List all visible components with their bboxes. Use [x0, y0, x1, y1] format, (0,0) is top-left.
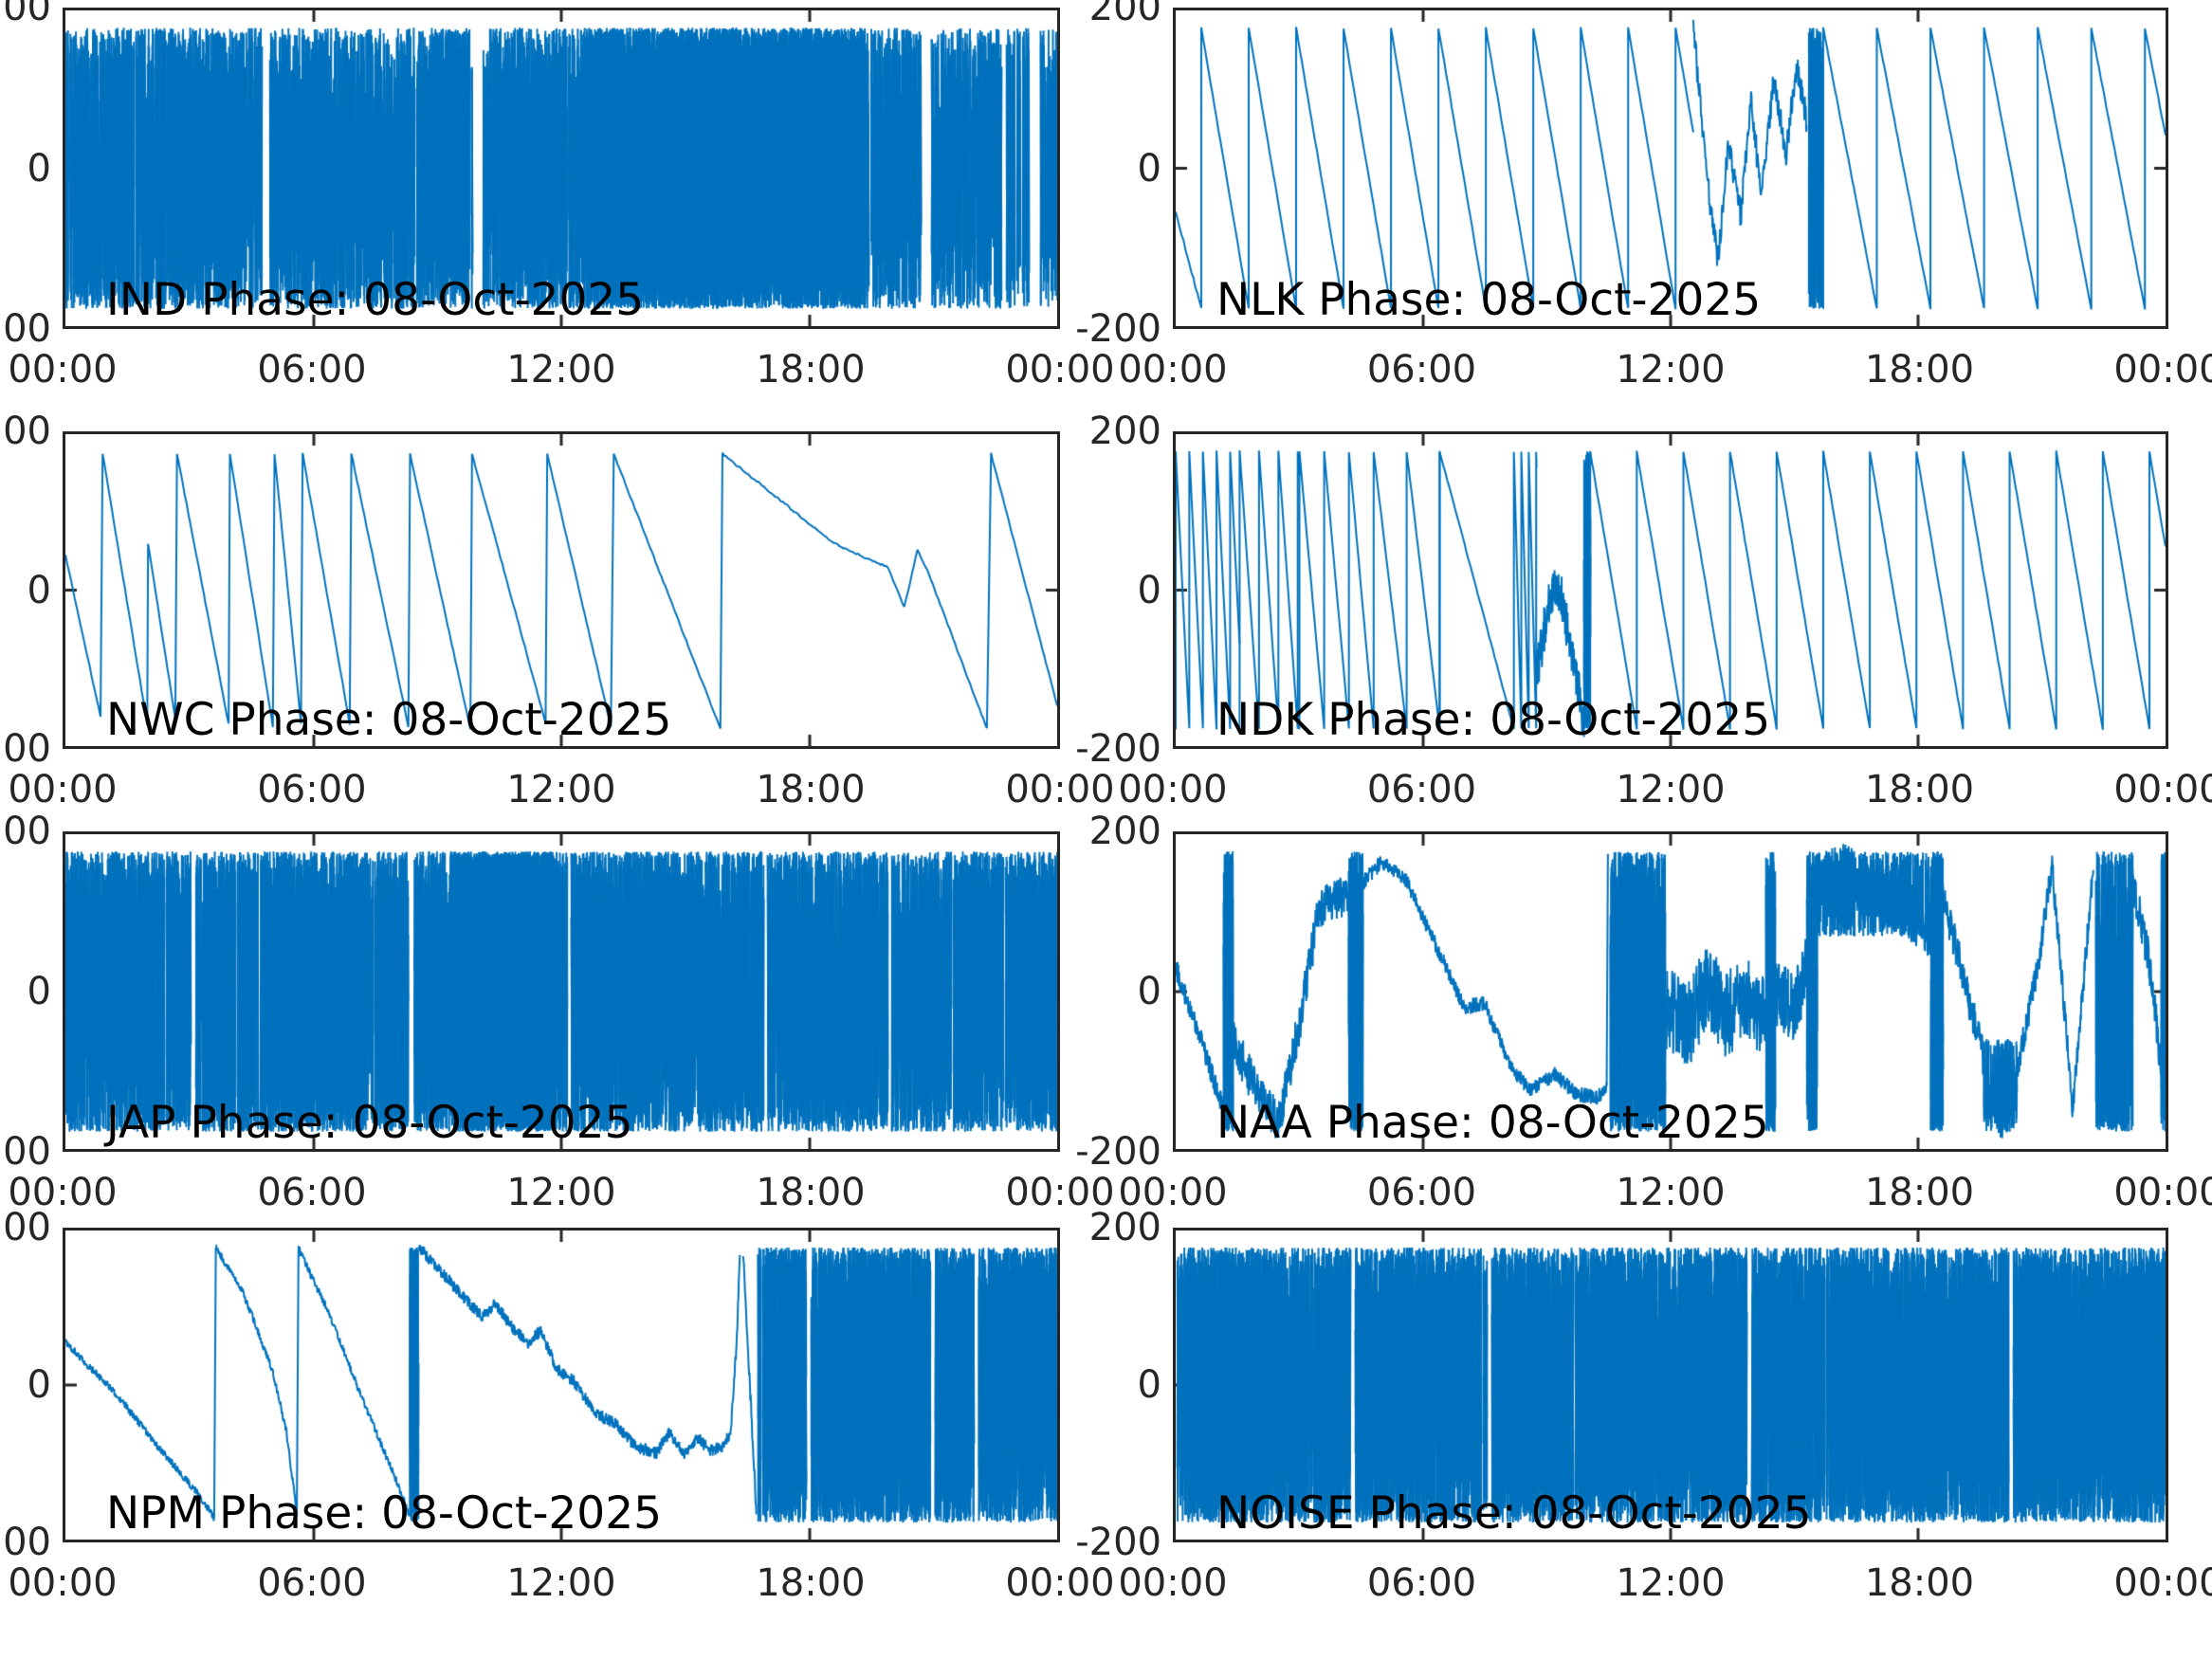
xtick-label: 00:00	[1005, 348, 1115, 392]
xtick-label: 18:00	[1864, 348, 1975, 392]
xtick-label: 12:00	[506, 768, 616, 811]
xtick-label: 18:00	[1864, 768, 1975, 811]
plot-title: NAA Phase: 08-Oct-2025	[1216, 1097, 1769, 1149]
xtick-label: 06:00	[257, 1171, 367, 1214]
ytick-label-neg200: -200	[0, 307, 51, 351]
waveform-canvas	[65, 834, 1057, 1149]
ytick-label-neg200: -200	[1075, 307, 1161, 351]
axes-box: NPM Phase: 08-Oct-2025	[63, 1228, 1060, 1542]
plot-title: IND Phase: 08-Oct-2025	[106, 274, 645, 326]
xtick-label: 06:00	[1366, 348, 1477, 392]
xtick-label: 12:00	[506, 348, 616, 392]
xtick-label: 12:00	[1616, 1561, 1726, 1605]
xtick-label: 00:00	[8, 1561, 118, 1605]
ytick-label-neg200: -200	[0, 1521, 51, 1564]
xtick-label: 06:00	[1366, 1171, 1477, 1214]
xtick-label: 18:00	[756, 1171, 866, 1214]
xtick-label: 00:00	[1118, 1171, 1228, 1214]
ytick-label-200: 200	[0, 0, 51, 29]
ytick-label-0: 0	[1137, 568, 1161, 612]
axes-box: IND Phase: 08-Oct-2025	[63, 8, 1060, 329]
xtick-label: 00:00	[2113, 768, 2212, 811]
xtick-label: 00:00	[2113, 348, 2212, 392]
ytick-label-0: 0	[1137, 1363, 1161, 1407]
ytick-label-0: 0	[1137, 146, 1161, 191]
ytick-label-neg200: -200	[1075, 1130, 1161, 1174]
xtick-label: 12:00	[506, 1561, 616, 1605]
xtick-label: 00:00	[2113, 1561, 2212, 1605]
xtick-label: 12:00	[1616, 1171, 1726, 1214]
ytick-label-0: 0	[27, 1363, 51, 1407]
waveform-canvas	[65, 10, 1057, 326]
ytick-label-200: 200	[0, 810, 51, 853]
plot-title: JAP Phase: 08-Oct-2025	[106, 1097, 633, 1149]
axes-box: NLK Phase: 08-Oct-2025	[1173, 8, 2168, 329]
xtick-label: 12:00	[1616, 768, 1726, 811]
xtick-label: 06:00	[257, 1561, 367, 1605]
xtick-label: 18:00	[756, 348, 866, 392]
ytick-label-neg200: -200	[0, 1130, 51, 1174]
axes-box: NWC Phase: 08-Oct-2025	[63, 431, 1060, 749]
xtick-label: 00:00	[1118, 348, 1228, 392]
waveform-canvas	[1176, 834, 2166, 1149]
xtick-label: 06:00	[1366, 768, 1477, 811]
axes-box: JAP Phase: 08-Oct-2025	[63, 831, 1060, 1152]
plot-title: NOISE Phase: 08-Oct-2025	[1216, 1487, 1812, 1540]
ytick-label-200: 200	[1088, 1206, 1161, 1249]
ytick-label-0: 0	[27, 970, 51, 1013]
xtick-label: 00:00	[8, 768, 118, 811]
ytick-label-neg200: -200	[1075, 727, 1161, 771]
xtick-label: 12:00	[506, 1171, 616, 1214]
ytick-label-200: 200	[1088, 810, 1161, 853]
xtick-label: 06:00	[1366, 1561, 1477, 1605]
plot-title: NDK Phase: 08-Oct-2025	[1216, 694, 1771, 746]
ytick-label-neg200: -200	[0, 727, 51, 771]
axes-box: NDK Phase: 08-Oct-2025	[1173, 431, 2168, 749]
waveform-canvas	[1176, 10, 2166, 326]
xtick-label: 00:00	[1005, 768, 1115, 811]
xtick-label: 06:00	[257, 348, 367, 392]
ytick-label-200: 200	[0, 1206, 51, 1249]
plot-title: NLK Phase: 08-Oct-2025	[1216, 274, 1762, 326]
ytick-label-0: 0	[1137, 970, 1161, 1013]
plot-title: NWC Phase: 08-Oct-2025	[106, 694, 672, 746]
xtick-label: 18:00	[1864, 1171, 1975, 1214]
xtick-label: 12:00	[1616, 348, 1726, 392]
ytick-label-neg200: -200	[1075, 1521, 1161, 1564]
xtick-label: 00:00	[1005, 1561, 1115, 1605]
xtick-label: 18:00	[756, 1561, 866, 1605]
ytick-label-200: 200	[0, 410, 51, 453]
ytick-label-0: 0	[27, 146, 51, 191]
xtick-label: 18:00	[756, 768, 866, 811]
ytick-label-200: 200	[1088, 410, 1161, 453]
xtick-label: 00:00	[1118, 1561, 1228, 1605]
ytick-label-200: 200	[1088, 0, 1161, 29]
ytick-label-0: 0	[27, 568, 51, 612]
waveform-canvas	[1176, 434, 2166, 746]
xtick-label: 06:00	[257, 768, 367, 811]
xtick-label: 00:00	[2113, 1171, 2212, 1214]
plot-title: NPM Phase: 08-Oct-2025	[106, 1487, 663, 1540]
xtick-label: 00:00	[1118, 768, 1228, 811]
axes-box: NOISE Phase: 08-Oct-2025	[1173, 1228, 2168, 1542]
xtick-label: 18:00	[1864, 1561, 1975, 1605]
waveform-canvas	[1176, 1231, 2166, 1540]
xtick-label: 00:00	[1005, 1171, 1115, 1214]
axes-box: NAA Phase: 08-Oct-2025	[1173, 831, 2168, 1152]
xtick-label: 00:00	[8, 1171, 118, 1214]
waveform-canvas	[65, 434, 1057, 746]
waveform-canvas	[65, 1231, 1057, 1540]
xtick-label: 00:00	[8, 348, 118, 392]
